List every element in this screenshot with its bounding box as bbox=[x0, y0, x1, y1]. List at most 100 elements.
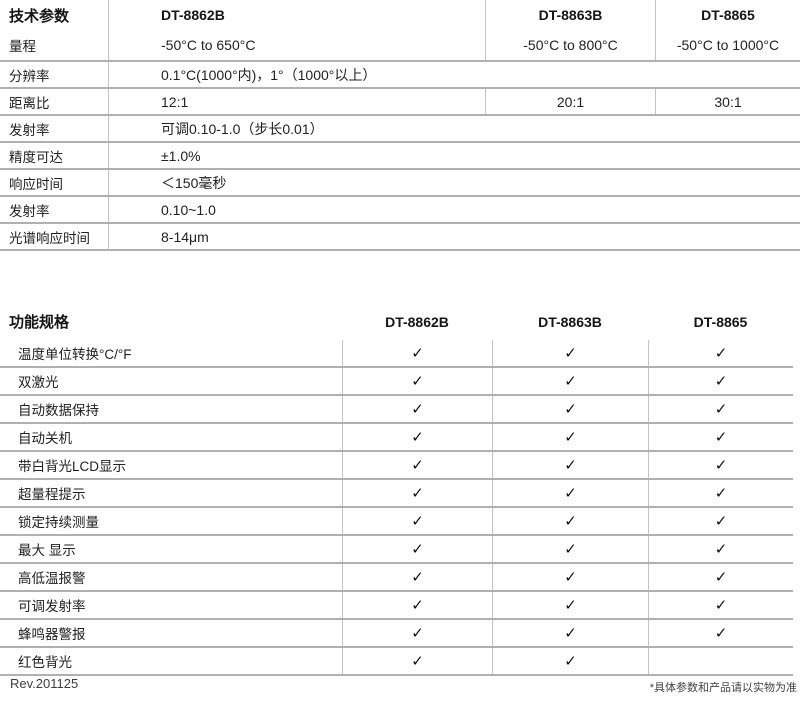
checkmark: ✓ bbox=[492, 536, 648, 562]
checkmark: ✓ bbox=[492, 620, 648, 646]
spec-row-spectral-response: 光谱响应时间 8-14μm bbox=[0, 224, 800, 251]
features-title: 功能规格 bbox=[9, 314, 70, 331]
spec-row-emissivity: 发射率 0.10~1.0 bbox=[0, 197, 800, 224]
feature-label: 最大 显示 bbox=[18, 543, 76, 558]
model-header-dt8862b: DT-8862B bbox=[385, 313, 449, 330]
model-header-dt8863b: DT-8863B bbox=[538, 313, 602, 330]
checkmark: ✓ bbox=[342, 340, 492, 366]
spec-label: 响应时间 bbox=[9, 176, 63, 192]
features-header-row: 功能规格 DT-8862B DT-8863B DT-8865 bbox=[0, 303, 793, 340]
model-header-dt8865: DT-8865 bbox=[693, 313, 748, 330]
feature-label: 带白背光LCD显示 bbox=[18, 459, 127, 474]
checkmark: ✓ bbox=[342, 424, 492, 450]
checkmark: ✓ bbox=[492, 340, 648, 366]
spec-value: 0.1°C(1000°内)，1°（1000°以上） bbox=[108, 62, 800, 87]
checkmark: ✓ bbox=[342, 536, 492, 562]
spec-label: 光谱响应时间 bbox=[9, 230, 90, 246]
checkmark: ✓ bbox=[492, 452, 648, 478]
checkmark: ✓ bbox=[342, 648, 492, 674]
checkmark: ✓ bbox=[648, 592, 793, 618]
checkmark: ✓ bbox=[342, 396, 492, 422]
checkmark: ✓ bbox=[342, 368, 492, 394]
checkmark: ✓ bbox=[648, 368, 793, 394]
tech-specs-title: 技术参数 bbox=[9, 7, 70, 25]
spec-value: ±1.0% bbox=[108, 143, 800, 168]
model-header-dt8865: DT-8865 bbox=[655, 0, 800, 30]
spec-value: 8-14μm bbox=[108, 224, 800, 249]
checkmark: ✓ bbox=[648, 508, 793, 534]
revision-label: Rev.201125 bbox=[10, 676, 79, 691]
checkmark: ✓ bbox=[492, 648, 648, 674]
spec-value: 0.10~1.0 bbox=[108, 197, 800, 222]
tech-specs-table: 技术参数 DT-8862B DT-8863B DT-8865 量程 -50°C … bbox=[0, 0, 800, 251]
checkmark: ✓ bbox=[492, 564, 648, 590]
feature-label: 温度单位转换°C/°F bbox=[18, 347, 132, 362]
spec-label: 精度可达 bbox=[9, 149, 63, 165]
spec-label: 发射率 bbox=[9, 203, 50, 219]
feature-label: 蜂鸣器警报 bbox=[18, 627, 86, 642]
spec-value: 30:1 bbox=[655, 89, 800, 114]
disclaimer-note: *具体参数和产品请以实物为准 bbox=[649, 682, 797, 694]
spec-label: 距离比 bbox=[9, 95, 50, 111]
feature-label: 自动数据保持 bbox=[18, 403, 99, 418]
feature-row-backlit-lcd: 带白背光LCD显示 ✓ ✓ ✓ bbox=[0, 452, 793, 480]
checkmark: ✓ bbox=[492, 368, 648, 394]
feature-row-auto-off: 自动关机 ✓ ✓ ✓ bbox=[0, 424, 793, 452]
feature-row-red-backlight: 红色背光 ✓ ✓ bbox=[0, 648, 793, 676]
spec-row-resolution: 分辨率 0.1°C(1000°内)，1°（1000°以上） bbox=[0, 62, 800, 89]
features-table: 功能规格 DT-8862B DT-8863B DT-8865 温度单位转换°C/… bbox=[0, 303, 793, 676]
spec-value: -50°C to 650°C bbox=[108, 30, 485, 60]
spec-label: 发射率 bbox=[9, 122, 50, 138]
feature-row-lock-measure: 锁定持续测量 ✓ ✓ ✓ bbox=[0, 508, 793, 536]
spec-value: -50°C to 1000°C bbox=[655, 30, 800, 60]
feature-label: 可调发射率 bbox=[18, 599, 86, 614]
checkmark-empty bbox=[648, 648, 793, 674]
checkmark: ✓ bbox=[648, 480, 793, 506]
model-header-dt8862b: DT-8862B bbox=[108, 0, 485, 30]
feature-label: 红色背光 bbox=[18, 655, 72, 670]
tech-specs-header-block: 技术参数 DT-8862B DT-8863B DT-8865 量程 -50°C … bbox=[0, 0, 800, 62]
feature-row-dual-laser: 双激光 ✓ ✓ ✓ bbox=[0, 368, 793, 396]
spec-value: 可调0.10-1.0（步长0.01） bbox=[108, 116, 800, 141]
checkmark: ✓ bbox=[648, 564, 793, 590]
spec-row-emissivity-adjustable: 发射率 可调0.10-1.0（步长0.01） bbox=[0, 116, 800, 143]
spec-value: 12:1 bbox=[108, 89, 485, 114]
checkmark: ✓ bbox=[342, 452, 492, 478]
feature-row-max-display: 最大 显示 ✓ ✓ ✓ bbox=[0, 536, 793, 564]
spec-label: 量程 bbox=[9, 39, 36, 54]
spec-row-distance-ratio: 距离比 12:1 20:1 30:1 bbox=[0, 89, 800, 116]
checkmark: ✓ bbox=[492, 396, 648, 422]
spec-value: ＜150毫秒 bbox=[108, 170, 800, 195]
tech-specs-title-row: 技术参数 DT-8862B DT-8863B DT-8865 bbox=[0, 0, 800, 30]
checkmark: ✓ bbox=[342, 480, 492, 506]
checkmark: ✓ bbox=[648, 424, 793, 450]
checkmark: ✓ bbox=[342, 508, 492, 534]
feature-label: 锁定持续测量 bbox=[18, 515, 99, 530]
checkmark: ✓ bbox=[648, 452, 793, 478]
spec-row-response-time: 响应时间 ＜150毫秒 bbox=[0, 170, 800, 197]
checkmark: ✓ bbox=[492, 508, 648, 534]
checkmark: ✓ bbox=[342, 620, 492, 646]
spec-row-accuracy: 精度可达 ±1.0% bbox=[0, 143, 800, 170]
spec-row-range: 量程 -50°C to 650°C -50°C to 800°C -50°C t… bbox=[0, 30, 800, 60]
checkmark: ✓ bbox=[492, 592, 648, 618]
feature-row-over-range: 超量程提示 ✓ ✓ ✓ bbox=[0, 480, 793, 508]
checkmark: ✓ bbox=[342, 564, 492, 590]
feature-row-temp-unit: 温度单位转换°C/°F ✓ ✓ ✓ bbox=[0, 340, 793, 368]
feature-row-hi-lo-alarm: 高低温报警 ✓ ✓ ✓ bbox=[0, 564, 793, 592]
checkmark: ✓ bbox=[648, 340, 793, 366]
checkmark: ✓ bbox=[648, 536, 793, 562]
feature-label: 自动关机 bbox=[18, 431, 72, 446]
feature-row-adjustable-emissivity: 可调发射率 ✓ ✓ ✓ bbox=[0, 592, 793, 620]
spec-value: -50°C to 800°C bbox=[485, 30, 655, 60]
feature-label: 超量程提示 bbox=[18, 487, 86, 502]
model-header-dt8863b: DT-8863B bbox=[485, 0, 655, 30]
checkmark: ✓ bbox=[648, 396, 793, 422]
feature-row-buzzer-alarm: 蜂鸣器警报 ✓ ✓ ✓ bbox=[0, 620, 793, 648]
spec-label: 分辨率 bbox=[9, 68, 50, 84]
feature-label: 双激光 bbox=[18, 375, 59, 390]
checkmark: ✓ bbox=[648, 620, 793, 646]
checkmark: ✓ bbox=[492, 480, 648, 506]
checkmark: ✓ bbox=[342, 592, 492, 618]
feature-row-auto-data-hold: 自动数据保持 ✓ ✓ ✓ bbox=[0, 396, 793, 424]
